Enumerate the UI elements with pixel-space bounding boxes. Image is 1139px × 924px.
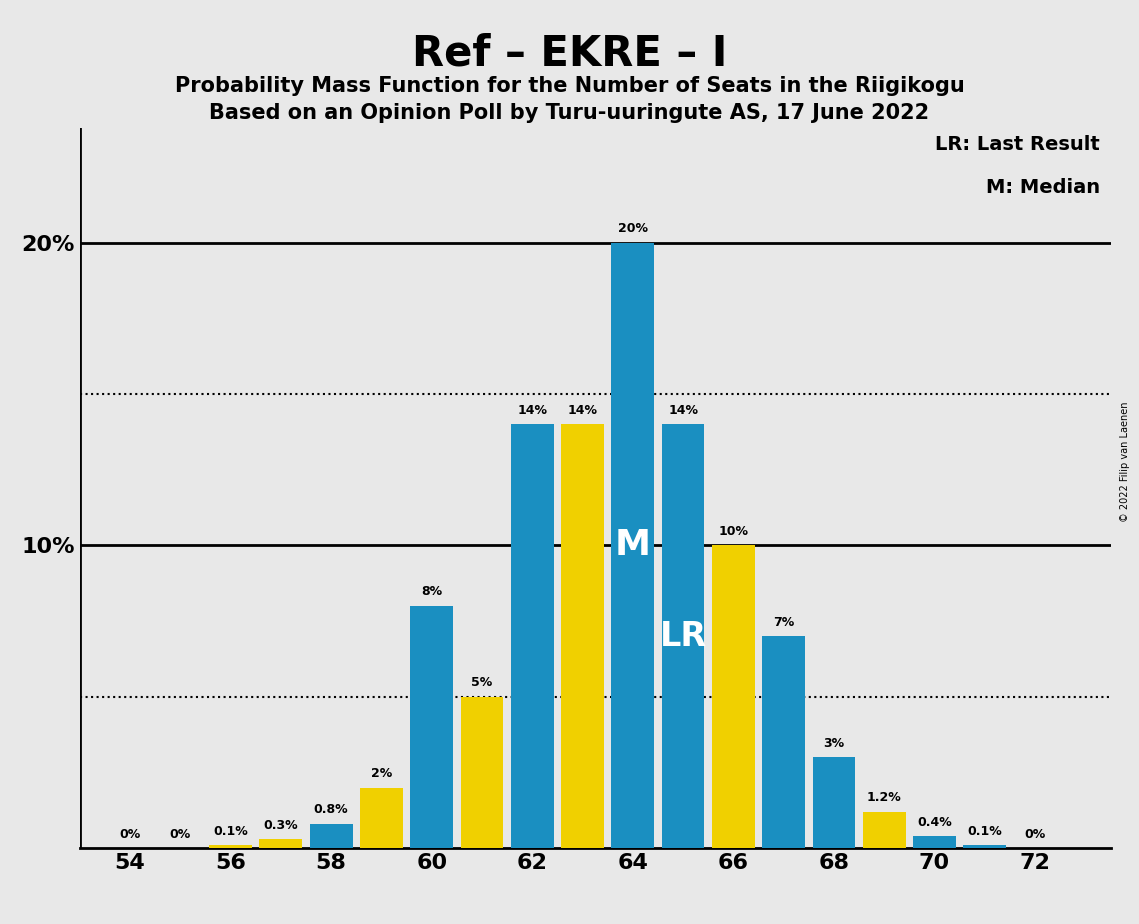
Text: Probability Mass Function for the Number of Seats in the Riigikogu: Probability Mass Function for the Number… [174,76,965,96]
Text: LR: Last Result: LR: Last Result [935,135,1100,153]
Text: 0%: 0% [1024,828,1046,841]
Text: 0%: 0% [170,828,191,841]
Text: 10%: 10% [719,525,748,538]
Text: 0.4%: 0.4% [917,816,952,829]
Text: 0.1%: 0.1% [967,824,1002,838]
Bar [260,839,302,848]
Text: 0.1%: 0.1% [213,824,248,838]
Text: 14%: 14% [669,404,698,417]
Text: 14%: 14% [567,404,598,417]
Text: 0.8%: 0.8% [314,804,349,817]
Bar [310,824,352,848]
Bar [410,606,453,848]
Bar [964,845,1006,848]
Text: 7%: 7% [773,615,794,628]
Bar [913,836,956,848]
Bar [210,845,252,848]
Bar [863,812,906,848]
Text: 0%: 0% [120,828,140,841]
Text: M: M [615,529,650,563]
Text: 5%: 5% [472,676,492,689]
Text: M: Median: M: Median [986,178,1100,197]
Text: LR: LR [659,620,706,652]
Text: © 2022 Filip van Laenen: © 2022 Filip van Laenen [1121,402,1130,522]
Bar [612,243,654,848]
Bar [762,637,805,848]
Text: 14%: 14% [517,404,547,417]
Text: 3%: 3% [823,736,844,749]
Bar [712,545,755,848]
Bar [511,424,554,848]
Text: 0.3%: 0.3% [263,819,298,832]
Bar [812,758,855,848]
Text: 8%: 8% [421,586,442,599]
Bar [460,697,503,848]
Text: 20%: 20% [617,222,648,235]
Text: 2%: 2% [371,767,392,780]
Text: Ref – EKRE – I: Ref – EKRE – I [412,32,727,74]
Bar [662,424,705,848]
Text: Based on an Opinion Poll by Turu-uuringute AS, 17 June 2022: Based on an Opinion Poll by Turu-uuringu… [210,103,929,124]
Text: 1.2%: 1.2% [867,791,902,804]
Bar [562,424,604,848]
Bar [360,787,403,848]
